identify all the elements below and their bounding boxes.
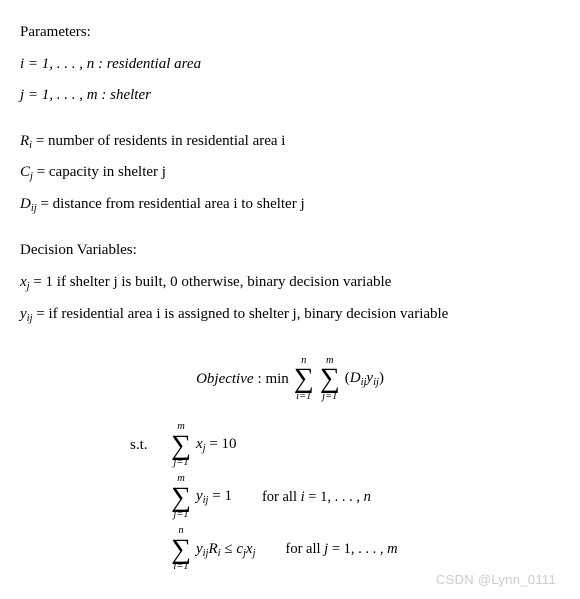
c1-sum: m ∑ j=1 [171,422,191,468]
constraint-1: s.t. m ∑ j=1 xj = 10 [130,422,560,468]
parameters-section: Parameters: i = 1, . . . , n : residenti… [20,20,560,328]
index-j-line: j = 1, . . . , m : shelter [20,83,560,109]
param-C-line: Cj = capacity in shelter j [20,160,560,186]
parameters-header: Parameters: [20,20,560,46]
objective-section: Objective : min n ∑ i=1 m ∑ j=1 (Dijyij) [20,356,560,402]
c3-body: yijRi ≤ cjxj [196,541,256,559]
constraints-section: s.t. m ∑ j=1 xj = 10 m ∑ j=1 yij = 1 for… [130,422,560,573]
param-D-line: Dij = distance from residential area i t… [20,192,560,218]
c3-condition: for all j = 1, . . . , m [286,541,398,558]
c2-condition: for all i = 1, . . . , n [262,489,371,506]
decision-y-line: yij = if residential area i is assigned … [20,302,560,328]
param-R-line: Ri = number of residents in residential … [20,129,560,155]
decision-x-line: xj = 1 if shelter j is built, 0 otherwis… [20,270,560,296]
constraint-2: m ∑ j=1 yij = 1 for all i = 1, . . . , n [130,474,560,520]
objective-expression: Objective : min n ∑ i=1 m ∑ j=1 (Dijyij) [196,356,384,402]
objective-body: (Dijyij) [345,370,384,388]
subject-to-label: s.t. [130,437,170,454]
c2-body: yij = 1 [196,488,232,506]
min-text: : min [258,371,289,388]
constraint-3: n ∑ i=1 yijRi ≤ cjxj for all j = 1, . . … [130,526,560,572]
sum-i: n ∑ i=1 [294,356,314,402]
index-i-line: i = 1, . . . , n : residential area [20,52,560,78]
sum-j: m ∑ j=1 [320,356,340,402]
watermark: CSDN @Lynn_0111 [436,572,556,587]
c1-body: xj = 10 [196,436,237,454]
c2-sum: m ∑ j=1 [171,474,191,520]
decision-header: Decision Variables: [20,238,560,264]
c3-sum: n ∑ i=1 [171,526,191,572]
objective-label: Objective [196,371,253,388]
